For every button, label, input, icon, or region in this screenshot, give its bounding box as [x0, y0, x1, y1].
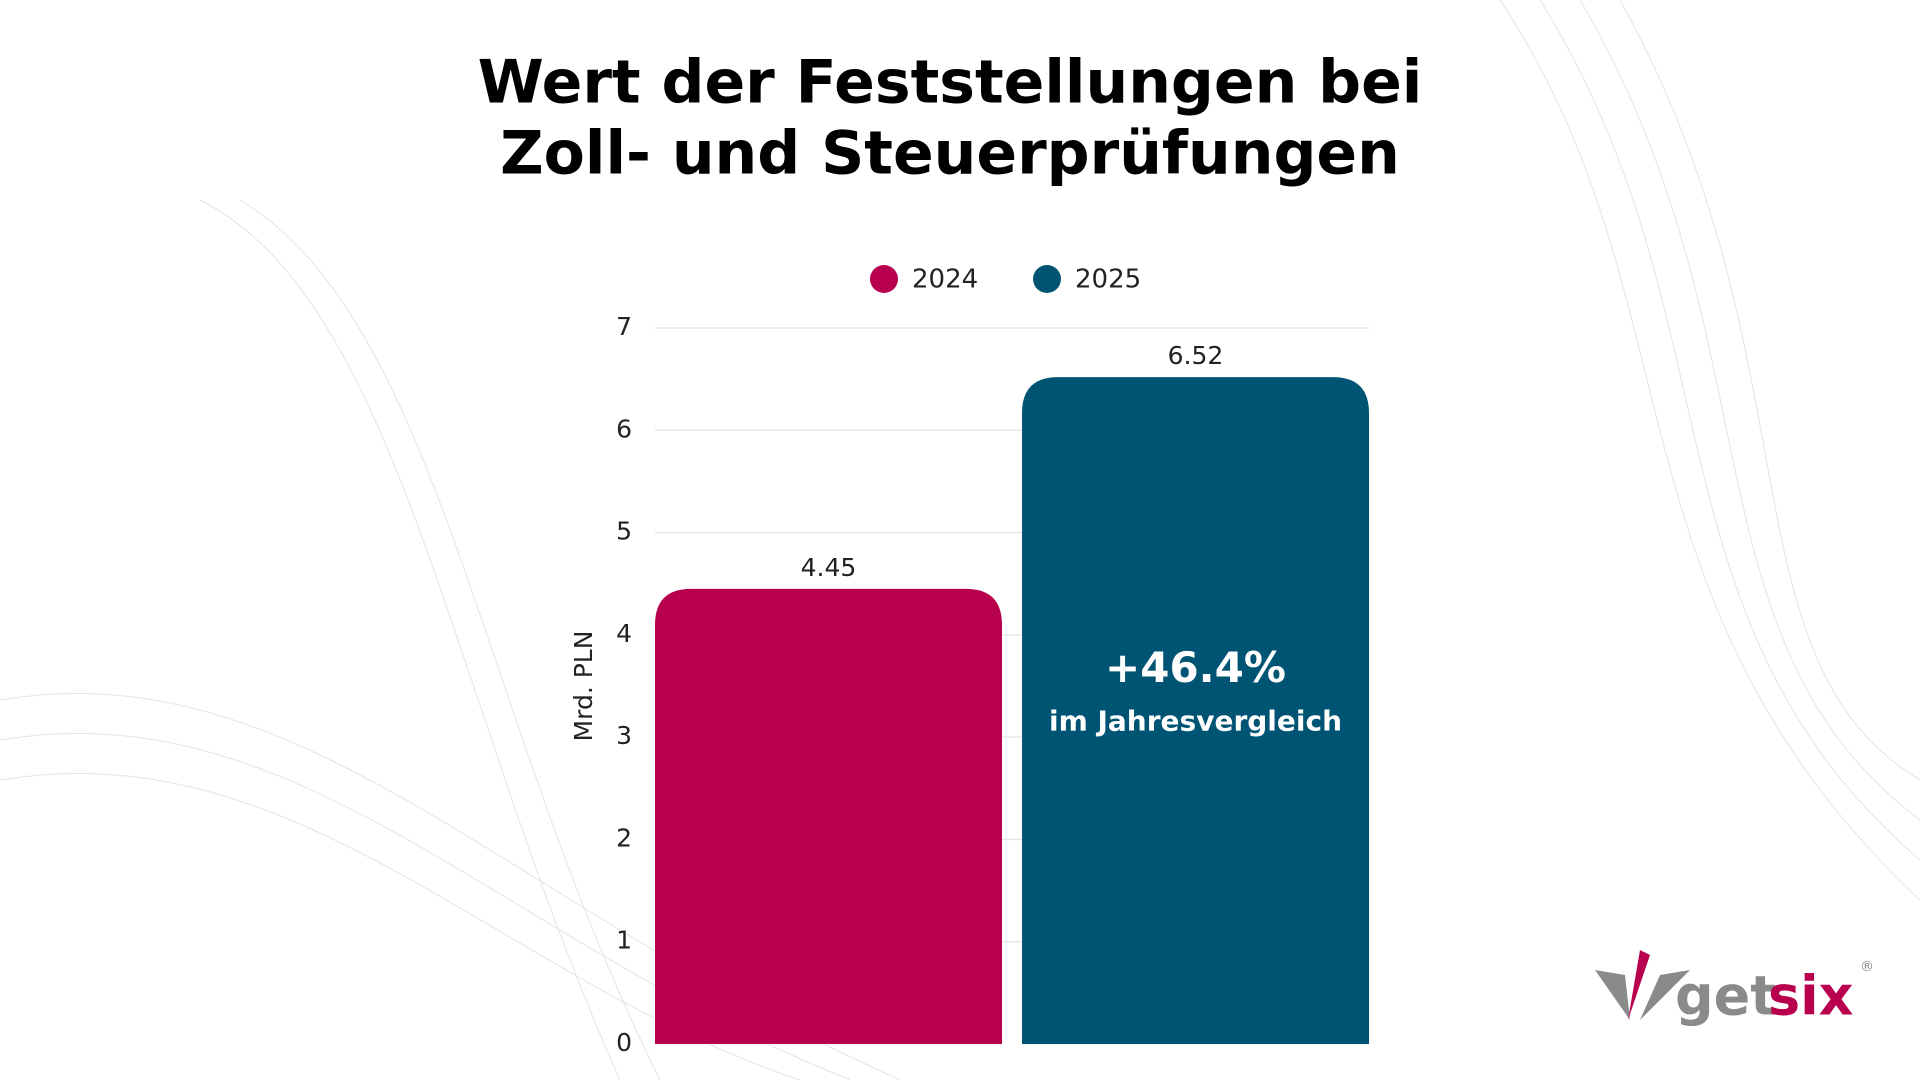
y-tick-label: 0 [616, 1028, 632, 1057]
annotation-text: im Jahresvergleich [1049, 705, 1342, 738]
y-tick-label: 4 [616, 619, 632, 648]
legend-label: 2024 [912, 265, 978, 295]
chart-title: Wert der Feststellungen bei [478, 48, 1423, 118]
bar [655, 588, 1002, 1044]
y-tick-label: 6 [616, 414, 632, 443]
logo-text: six [1768, 965, 1854, 1028]
y-tick-label: 2 [616, 823, 632, 852]
y-tick-label: 7 [616, 312, 632, 341]
logo: get six ® [1595, 950, 1874, 1028]
y-tick-label: 5 [616, 517, 632, 546]
data-label: 6.52 [1168, 341, 1224, 370]
logo-icon [1595, 970, 1630, 1020]
logo-icon [1628, 950, 1650, 1020]
chart-title: Zoll- und Steuerprüfungen [500, 119, 1400, 189]
data-label: 4.45 [801, 553, 857, 582]
logo-mark: ® [1860, 959, 1874, 975]
legend-label: 2025 [1075, 265, 1141, 295]
bar [1022, 377, 1369, 1044]
legend-marker [870, 265, 898, 293]
logo-text: get [1675, 965, 1776, 1028]
y-axis-label: Mrd. PLN [569, 631, 598, 742]
logo-icon [1640, 970, 1690, 1020]
y-tick-label: 3 [616, 721, 632, 750]
y-tick-label: 1 [616, 926, 632, 955]
legend-marker [1033, 265, 1061, 293]
annotation-value: +46.4% [1105, 643, 1286, 692]
